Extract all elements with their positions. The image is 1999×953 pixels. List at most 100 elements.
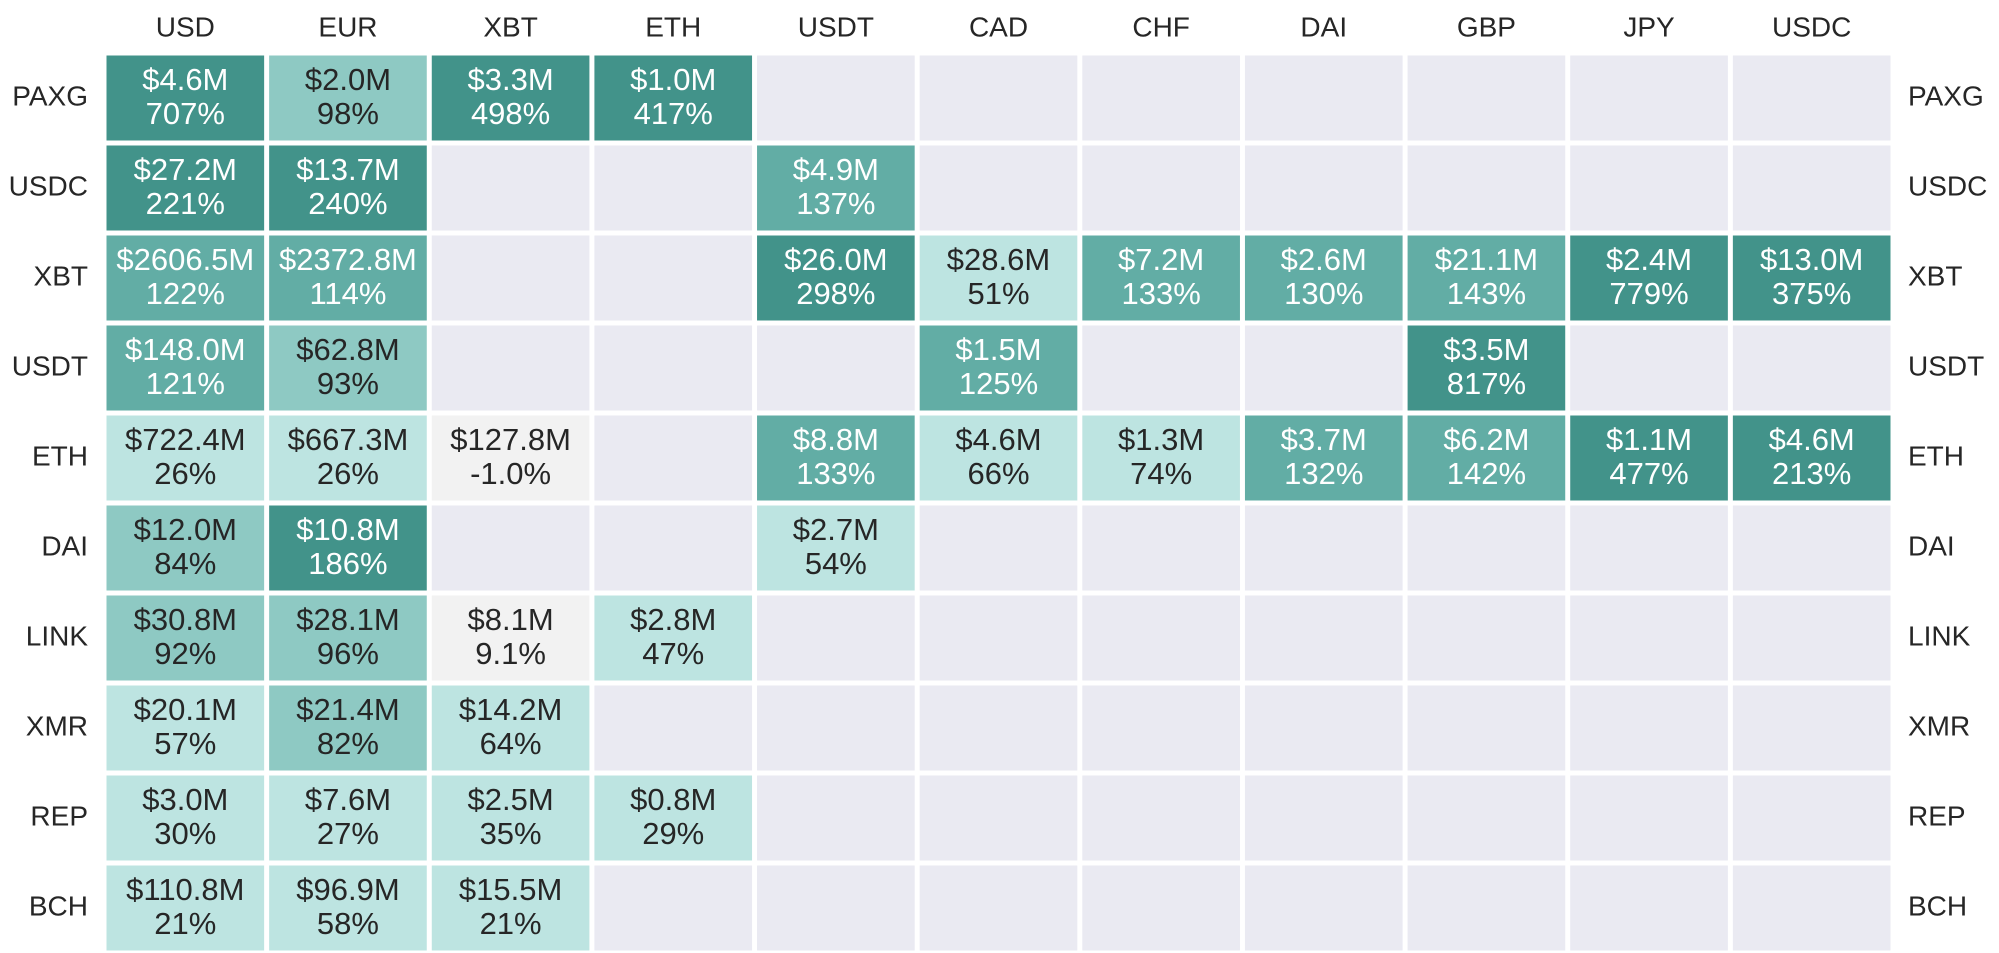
cell-rect bbox=[1570, 505, 1728, 591]
cell-usdt-usdt bbox=[757, 325, 915, 411]
cell-paxg-dai bbox=[1244, 55, 1403, 141]
cell-link-xbt: $8.1M9.1% bbox=[431, 595, 590, 681]
cell-value-label: $2.7M bbox=[793, 512, 879, 547]
cell-value-label: $4.6M bbox=[1769, 422, 1855, 457]
cell-rect bbox=[106, 145, 265, 231]
cell-paxg-usdt bbox=[757, 55, 915, 141]
cell-rect bbox=[106, 325, 265, 411]
cell-percent-label: 30% bbox=[154, 816, 216, 851]
column-label-jpy: JPY bbox=[1623, 11, 1675, 42]
cell-rect bbox=[106, 55, 265, 141]
cell-rect bbox=[1732, 865, 1891, 951]
cell-percent-label: 82% bbox=[317, 726, 379, 761]
cell-value-label: $667.3M bbox=[288, 422, 409, 457]
cell-percent-label: 9.1% bbox=[475, 636, 546, 671]
cell-usdt-xbt bbox=[431, 325, 590, 411]
row-label-right-dai: DAI bbox=[1908, 530, 1955, 561]
cell-rect bbox=[919, 595, 1078, 681]
cell-value-label: $3.3M bbox=[468, 62, 554, 97]
column-label-usdt: USDT bbox=[798, 11, 874, 42]
cell-dai-jpy bbox=[1570, 505, 1728, 591]
cell-rep-jpy bbox=[1570, 775, 1728, 861]
cell-usdc-eth bbox=[594, 145, 753, 231]
cell-rect bbox=[1082, 415, 1240, 501]
cell-rect bbox=[1732, 775, 1891, 861]
row-label-left-link: LINK bbox=[26, 620, 89, 651]
cell-rect bbox=[1244, 505, 1403, 591]
cell-percent-label: 64% bbox=[480, 726, 542, 761]
cell-rect bbox=[106, 235, 265, 321]
row-label-right-rep: REP bbox=[1908, 800, 1966, 831]
cell-xmr-dai bbox=[1244, 685, 1403, 771]
cell-value-label: $96.9M bbox=[296, 872, 399, 907]
cell-percent-label: 122% bbox=[146, 276, 225, 311]
cell-percent-label: 84% bbox=[154, 546, 216, 581]
cell-percent-label: 51% bbox=[967, 276, 1029, 311]
cell-value-label: $2606.5M bbox=[116, 242, 254, 277]
cell-value-label: $28.6M bbox=[947, 242, 1050, 277]
cell-rect bbox=[919, 145, 1078, 231]
cell-dai-usdc bbox=[1732, 505, 1891, 591]
column-label-cad: CAD bbox=[969, 11, 1028, 42]
cell-rect bbox=[594, 595, 753, 681]
cell-rect bbox=[1244, 235, 1403, 321]
cell-link-gbp bbox=[1407, 595, 1566, 681]
cell-rect bbox=[594, 685, 753, 771]
cell-xmr-chf bbox=[1082, 685, 1240, 771]
column-label-chf: CHF bbox=[1132, 11, 1190, 42]
cell-rect bbox=[431, 505, 590, 591]
cell-rep-usdt bbox=[757, 775, 915, 861]
cell-rect bbox=[1082, 505, 1240, 591]
cell-rect bbox=[757, 865, 915, 951]
cell-paxg-gbp bbox=[1407, 55, 1566, 141]
cell-rect bbox=[1082, 775, 1240, 861]
cell-rect bbox=[1407, 865, 1566, 951]
cell-value-label: $30.8M bbox=[134, 602, 237, 637]
cell-rep-chf bbox=[1082, 775, 1240, 861]
cell-percent-label: 132% bbox=[1284, 456, 1363, 491]
cell-value-label: $4.6M bbox=[955, 422, 1041, 457]
cell-rect bbox=[594, 775, 753, 861]
cell-dai-xbt bbox=[431, 505, 590, 591]
row-label-left-bch: BCH bbox=[29, 890, 88, 921]
cell-rect bbox=[1732, 415, 1891, 501]
cell-rect bbox=[269, 505, 427, 591]
row-label-left-usdt: USDT bbox=[12, 350, 88, 381]
cell-percent-label: 137% bbox=[796, 186, 875, 221]
cell-rect bbox=[269, 235, 427, 321]
cell-percent-label: 142% bbox=[1447, 456, 1526, 491]
row-label-left-dai: DAI bbox=[41, 530, 88, 561]
cell-percent-label: 26% bbox=[317, 456, 379, 491]
cell-rect bbox=[1570, 685, 1728, 771]
cell-percent-label: 35% bbox=[480, 816, 542, 851]
cell-rect bbox=[1082, 865, 1240, 951]
cell-rect bbox=[919, 325, 1078, 411]
cell-value-label: $20.1M bbox=[134, 692, 237, 727]
cell-value-label: $1.0M bbox=[630, 62, 716, 97]
cell-percent-label: 58% bbox=[317, 906, 379, 941]
cell-rect bbox=[106, 685, 265, 771]
cell-rect bbox=[1407, 775, 1566, 861]
cell-percent-label: 26% bbox=[154, 456, 216, 491]
cell-value-label: $14.2M bbox=[459, 692, 562, 727]
cell-percent-label: 298% bbox=[796, 276, 875, 311]
cell-value-label: $3.7M bbox=[1281, 422, 1367, 457]
cell-rect bbox=[1244, 145, 1403, 231]
cell-link-cad bbox=[919, 595, 1078, 681]
